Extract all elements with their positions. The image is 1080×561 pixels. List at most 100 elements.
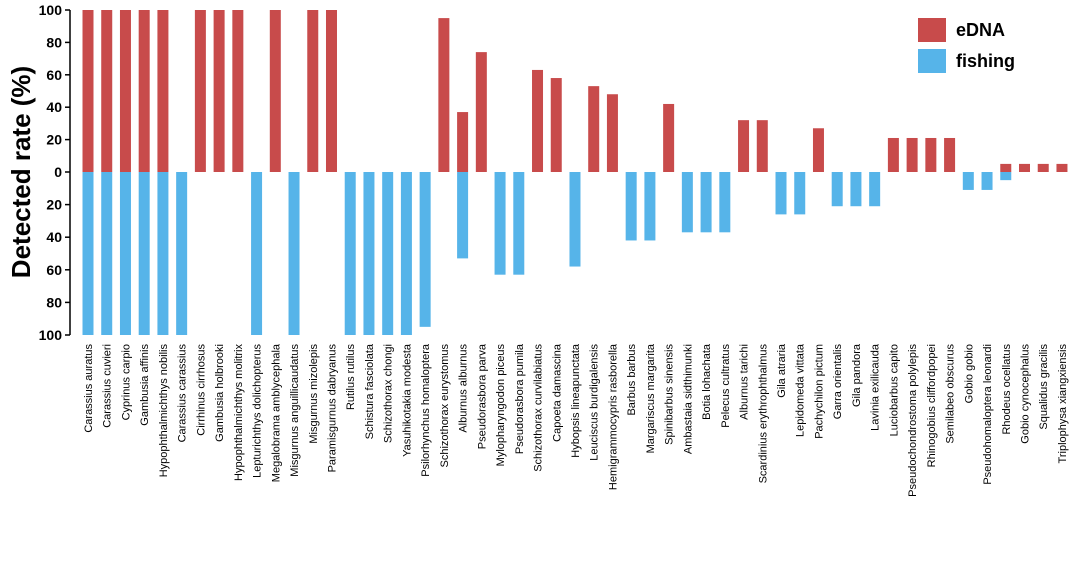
x-category-label: Hypophthalmichthys nobilis — [158, 344, 170, 478]
legend: eDNA fishing — [918, 18, 1015, 73]
x-category-label: Alburnus tarichi — [739, 344, 751, 420]
legend-edna-label: eDNA — [956, 20, 1005, 40]
fishing-bar — [344, 172, 356, 335]
fishing-bar — [400, 172, 412, 335]
y-tick-label: 100 — [39, 2, 63, 18]
x-category-label: Schizothorax eurystomus — [439, 344, 451, 468]
edna-bar — [269, 10, 281, 172]
x-category-label: Misgurnus anguillicaudatus — [289, 344, 301, 477]
fishing-bar — [382, 172, 394, 335]
x-category-label: Pseudorasbora parva — [476, 343, 488, 449]
x-category-label: Schizothorax chongi — [383, 344, 395, 443]
fishing-bar — [719, 172, 731, 233]
fishing-bar — [82, 172, 94, 335]
x-category-label: Rutilus rutilus — [345, 344, 357, 411]
x-category-label: Carassius cuvieri — [102, 344, 114, 428]
legend-fishing-label: fishing — [956, 51, 1015, 71]
y-tick-label: 0 — [54, 164, 62, 180]
x-category-label: Paramisgurnus dabryanus — [326, 344, 338, 473]
x-category-label: Hybopsis lineapunctata — [570, 343, 582, 458]
y-tick-labels: 100 80 60 40 20 0 20 40 60 80 100 — [39, 2, 63, 343]
x-category-label: Semilabeo obscurus — [945, 344, 957, 444]
x-category-label: Cyprinus carpio — [120, 344, 132, 420]
x-category-label: Margariscus margarita — [645, 343, 657, 453]
edna-bar — [213, 10, 225, 172]
y-tick-label: 20 — [46, 197, 62, 213]
edna-bar — [1019, 163, 1030, 172]
edna-bar — [887, 137, 899, 172]
x-category-label: Spinibarbus sinensis — [664, 344, 676, 445]
fishing-bar — [962, 172, 974, 190]
y-axis-label: Detected rate (%) — [6, 66, 36, 278]
x-category-label: Schistura fasciolata — [364, 343, 376, 439]
fishing-bar — [138, 172, 150, 335]
edna-bar — [663, 103, 675, 172]
edna-bar — [438, 18, 450, 172]
fishing-bar — [869, 172, 881, 207]
fishing-bar — [176, 172, 188, 335]
x-category-label: Ambastaia sidthimunki — [682, 344, 694, 454]
edna-bar — [1037, 163, 1049, 172]
x-category-label: Gambusia holbrooki — [214, 344, 226, 442]
x-category-label: Barbus barbus — [626, 344, 638, 416]
x-category-label: Capoeta damascina — [551, 343, 563, 442]
edna-bar — [925, 137, 937, 172]
y-tick-label: 40 — [46, 229, 62, 245]
x-category-label: Botia lohachata — [701, 343, 713, 420]
fishing-bar — [1000, 172, 1012, 181]
x-category-label: Rhodeus ocellatus — [1001, 344, 1013, 435]
x-category-label: Pelecus cultratus — [720, 344, 732, 428]
fishing-bar — [288, 172, 300, 335]
fishing-bar — [419, 172, 431, 327]
x-category-label: Hemigrammocypris rasborella — [607, 343, 619, 490]
legend-fishing-swatch — [918, 49, 946, 73]
edna-bar — [82, 10, 94, 172]
edna-bar — [194, 10, 206, 172]
edna-bar — [738, 120, 750, 172]
edna-bar — [457, 112, 469, 172]
fishing-bar — [981, 172, 993, 190]
x-category-label: Lavinia exilicauda — [870, 343, 882, 431]
fishing-bar — [850, 172, 862, 207]
fishing-bar — [775, 172, 787, 215]
x-category-label: Carassius auratus — [83, 344, 95, 433]
edna-bar — [325, 10, 337, 172]
legend-edna-swatch — [918, 18, 946, 42]
x-category-label: Hypophthalmichthys molitrix — [233, 344, 245, 481]
x-category-label: Garra orientalis — [832, 344, 844, 420]
y-tick-label: 80 — [46, 34, 62, 50]
edna-bars-group — [82, 10, 1068, 173]
y-tick-label: 60 — [46, 262, 62, 278]
fishing-bar — [700, 172, 712, 233]
x-category-label: Megalobrama amblycephala — [270, 343, 282, 482]
x-category-label: Gobio gobio — [963, 344, 975, 403]
edna-bar — [944, 137, 956, 172]
x-category-label: Luciobarbus capito — [888, 344, 900, 436]
fishing-bar — [101, 172, 113, 335]
x-category-label: Schizothorax curvilabiatus — [533, 344, 545, 472]
fishing-bar — [513, 172, 525, 275]
x-category-label: Alburnus alburnus — [458, 344, 470, 433]
x-category-label: Pseudochondrostoma polylepis — [907, 344, 919, 497]
fishing-bar — [457, 172, 469, 259]
x-category-label: Mylopharyngodon piceus — [495, 344, 507, 467]
x-category-label: Carassius carassius — [177, 344, 189, 443]
x-category-label: Pseudorasbora pumila — [514, 343, 526, 454]
x-category-label: Gobio cynocephalus — [1020, 344, 1032, 444]
edna-bar — [119, 10, 131, 172]
fishing-bar — [831, 172, 843, 207]
fishing-bars-group — [82, 172, 1012, 335]
y-tick-label: 80 — [46, 294, 62, 310]
x-category-label: Pachychilon pictum — [813, 344, 825, 439]
edna-bar — [1000, 163, 1012, 172]
edna-bar — [101, 10, 113, 172]
x-category-label: Rhinogobius cliffordpopei — [926, 344, 938, 467]
edna-bar — [475, 52, 487, 173]
x-category-label: Triplophysa xiangxiensis — [1057, 344, 1069, 464]
edna-bar — [588, 86, 600, 172]
edna-bar — [756, 120, 768, 172]
fishing-bar — [569, 172, 581, 267]
fishing-bar — [251, 172, 263, 335]
fishing-bar — [119, 172, 131, 335]
